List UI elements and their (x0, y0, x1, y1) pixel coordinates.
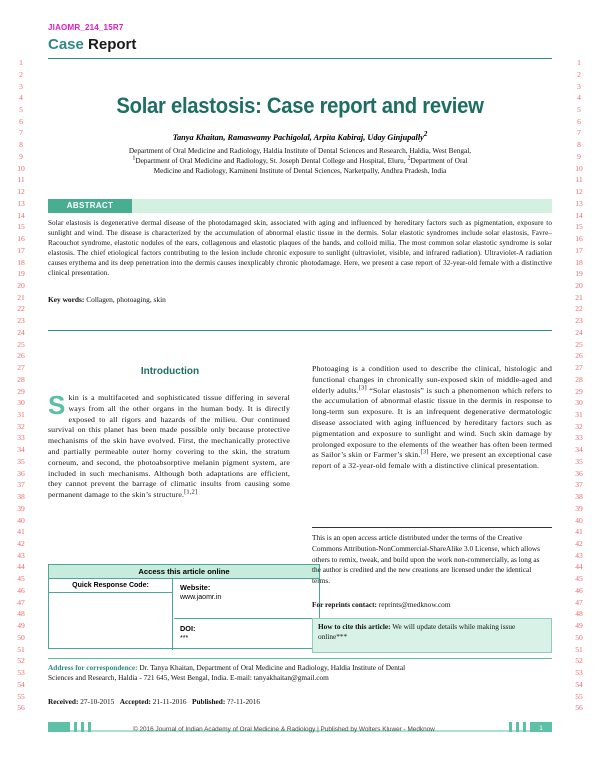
svg-text:1: 1 (539, 725, 543, 732)
